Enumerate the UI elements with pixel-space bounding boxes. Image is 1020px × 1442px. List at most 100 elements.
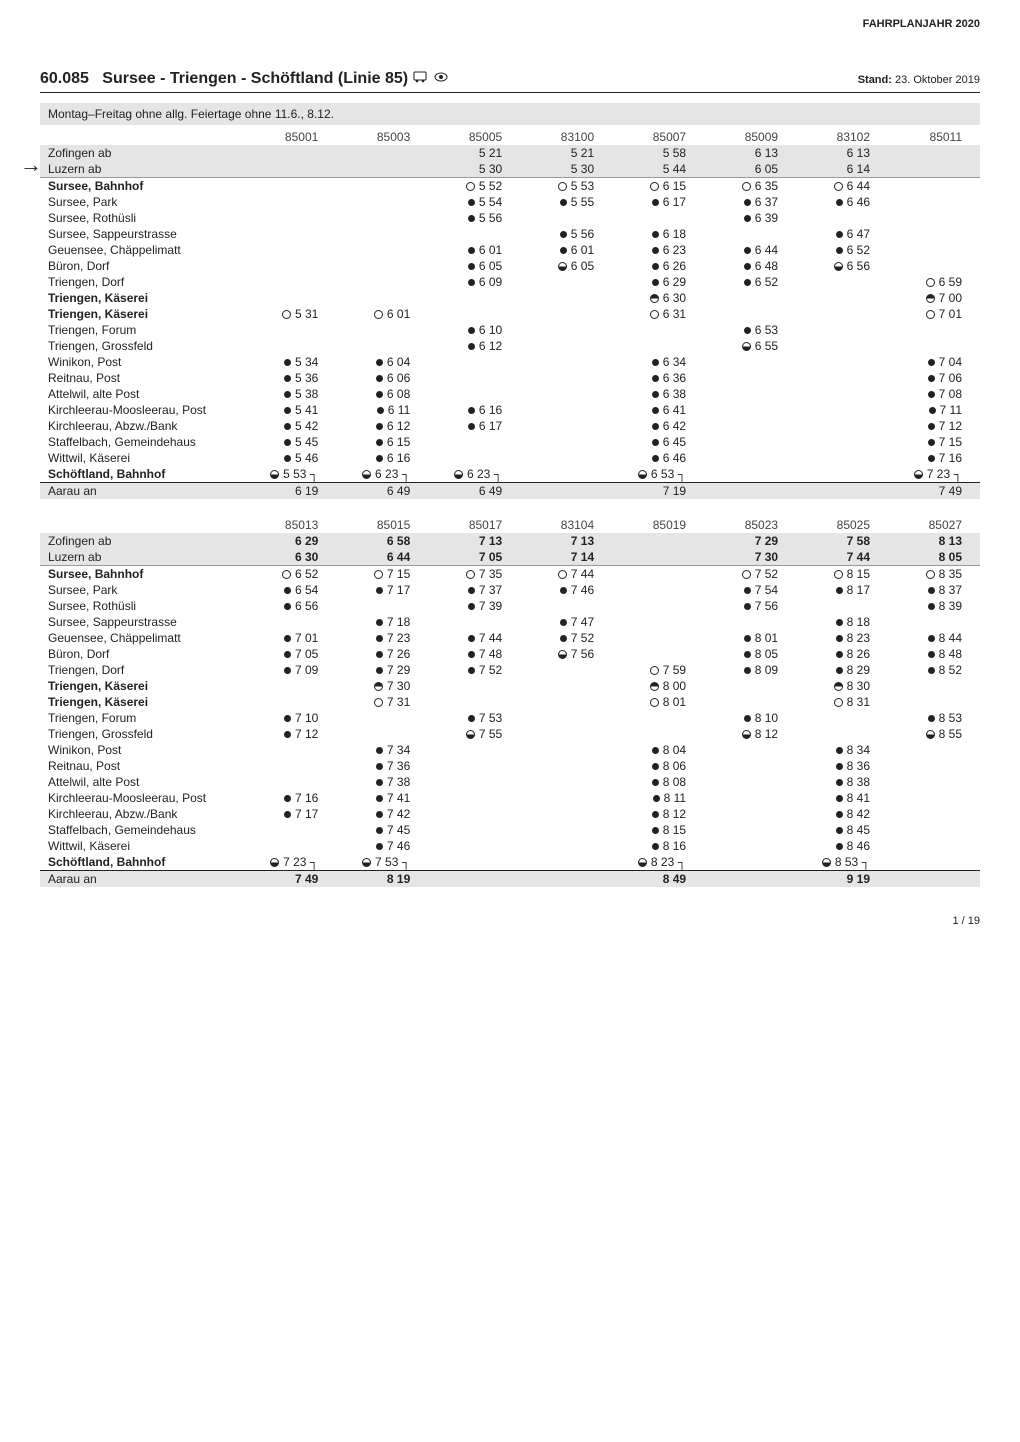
departure-time bbox=[520, 370, 612, 386]
departure-time bbox=[428, 614, 520, 630]
departure-time bbox=[520, 354, 612, 370]
departure-time: 6 16 bbox=[428, 402, 520, 418]
departure-time: 8 01 bbox=[612, 694, 704, 710]
departure-time: 7 34 bbox=[336, 742, 428, 758]
title-row: 60.085 Sursee - Triengen - Schöftland (L… bbox=[40, 70, 980, 93]
page-number: 1 / 19 bbox=[952, 915, 980, 927]
departure-time bbox=[428, 806, 520, 822]
departure-time: 7 30 bbox=[336, 678, 428, 694]
stop-name: Attelwil, alte Post bbox=[40, 774, 244, 790]
departure-time: 7 41 bbox=[336, 790, 428, 806]
departure-time: 6 52 bbox=[796, 242, 888, 258]
departure-time: 8 15 bbox=[796, 566, 888, 583]
departure-time: 7 01 bbox=[244, 630, 336, 646]
connection-time bbox=[244, 145, 336, 161]
departure-time: 8 45 bbox=[796, 822, 888, 838]
departure-time bbox=[704, 226, 796, 242]
departure-time bbox=[704, 418, 796, 434]
departure-time bbox=[704, 678, 796, 694]
departure-time: 8 53 ┐ bbox=[796, 854, 888, 871]
connection-time: 6 14 bbox=[796, 161, 888, 178]
departure-time bbox=[612, 566, 704, 583]
departure-time: 7 47 bbox=[520, 614, 612, 630]
departure-time bbox=[704, 838, 796, 854]
departure-time: 7 44 bbox=[428, 630, 520, 646]
departure-time: 6 04 bbox=[336, 354, 428, 370]
departure-time bbox=[796, 354, 888, 370]
departure-time bbox=[520, 742, 612, 758]
course-number: 85005 bbox=[428, 129, 520, 145]
connection-time: 6 19 bbox=[244, 483, 336, 500]
departure-time bbox=[888, 678, 980, 694]
connection-time: 7 19 bbox=[612, 483, 704, 500]
departure-time: 6 53 bbox=[704, 322, 796, 338]
departure-time bbox=[704, 434, 796, 450]
course-number: 85023 bbox=[704, 517, 796, 533]
departure-time bbox=[520, 386, 612, 402]
departure-time bbox=[428, 790, 520, 806]
departure-time: 8 30 bbox=[796, 678, 888, 694]
departure-time bbox=[796, 450, 888, 466]
departure-time bbox=[244, 338, 336, 354]
departure-time bbox=[336, 242, 428, 258]
departure-time: 6 15 bbox=[612, 178, 704, 195]
stop-name: Schöftland, Bahnhof bbox=[40, 466, 244, 483]
departure-time bbox=[796, 598, 888, 614]
departure-time: 6 35 bbox=[704, 178, 796, 195]
departure-time: 8 52 bbox=[888, 662, 980, 678]
departure-time: 7 26 bbox=[336, 646, 428, 662]
departure-time bbox=[704, 290, 796, 306]
connection-time bbox=[336, 161, 428, 178]
departure-time: 5 53 bbox=[520, 178, 612, 195]
departure-time: 7 37 bbox=[428, 582, 520, 598]
stop-name: Reitnau, Post bbox=[40, 758, 244, 774]
departure-time: 7 44 bbox=[520, 566, 612, 583]
connection-time bbox=[428, 871, 520, 888]
departure-time: 7 56 bbox=[520, 646, 612, 662]
departure-time bbox=[888, 322, 980, 338]
eye-icon bbox=[433, 70, 449, 88]
departure-time: 8 15 bbox=[612, 822, 704, 838]
connection-stop: Zofingen ab bbox=[40, 533, 244, 549]
course-number: 83102 bbox=[796, 129, 888, 145]
stop-name: Schöftland, Bahnhof bbox=[40, 854, 244, 871]
departure-time bbox=[520, 290, 612, 306]
departure-time: 5 46 bbox=[244, 450, 336, 466]
connection-time bbox=[244, 161, 336, 178]
departure-time: 8 34 bbox=[796, 742, 888, 758]
connection-time: 5 58 bbox=[612, 145, 704, 161]
departure-time bbox=[520, 322, 612, 338]
departure-time: 7 53 ┐ bbox=[336, 854, 428, 871]
connection-stop: Aarau an bbox=[40, 871, 244, 888]
timetable-block-2: 8501385015850178310485019850238502585027… bbox=[40, 517, 980, 887]
departure-time: 7 16 bbox=[888, 450, 980, 466]
connection-time: 6 30 bbox=[244, 549, 336, 566]
departure-time bbox=[888, 338, 980, 354]
departure-time: 6 54 bbox=[244, 582, 336, 598]
departure-time bbox=[704, 822, 796, 838]
departure-time: 8 10 bbox=[704, 710, 796, 726]
departure-time bbox=[520, 274, 612, 290]
departure-time: 7 12 bbox=[244, 726, 336, 742]
course-number: 85009 bbox=[704, 129, 796, 145]
course-number: 85003 bbox=[336, 129, 428, 145]
departure-time: 8 11 bbox=[612, 790, 704, 806]
stop-name: Triengen, Käserei bbox=[40, 694, 244, 710]
stop-name: Geuensee, Chäppelimatt bbox=[40, 630, 244, 646]
departure-time bbox=[520, 790, 612, 806]
course-number: 85001 bbox=[244, 129, 336, 145]
course-number: 85025 bbox=[796, 517, 888, 533]
departure-time: 8 41 bbox=[796, 790, 888, 806]
departure-time: 8 48 bbox=[888, 646, 980, 662]
departure-time bbox=[244, 226, 336, 242]
connection-time: 5 30 bbox=[428, 161, 520, 178]
departure-time: 7 08 bbox=[888, 386, 980, 402]
connection-time: 6 49 bbox=[428, 483, 520, 500]
departure-time: 8 04 bbox=[612, 742, 704, 758]
departure-time: 7 23 ┐ bbox=[888, 466, 980, 483]
course-number: 85007 bbox=[612, 129, 704, 145]
departure-time: 6 39 bbox=[704, 210, 796, 226]
stop-name: Reitnau, Post bbox=[40, 370, 244, 386]
stop-name: Büron, Dorf bbox=[40, 646, 244, 662]
stop-name: Kirchleerau-Moosleerau, Post bbox=[40, 790, 244, 806]
